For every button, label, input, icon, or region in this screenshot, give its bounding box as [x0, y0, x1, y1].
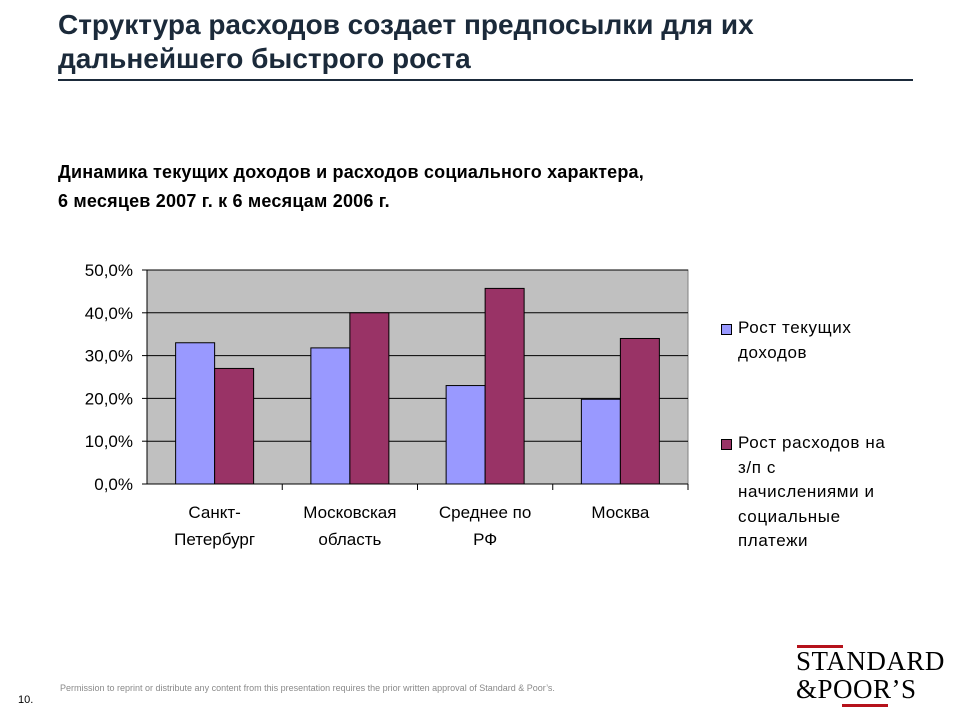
- bar-chart: 0,0% 10,0% 20,0% 30,0% 40,0% 50,0% Санкт- Петер…: [85, 261, 689, 549]
- page-number: 10.: [18, 694, 34, 706]
- bar-series-2-cat-2: [349, 312, 390, 485]
- x-tick-label: Московская область: [303, 503, 396, 549]
- x-tick-label-line: Петербург: [174, 530, 255, 549]
- x-tick-label-line: Санкт-: [188, 503, 240, 522]
- chart-title-line-2: 6 месяцев 2007 г. к 6 месяцам 2006 г.: [58, 191, 390, 211]
- logo-text-line-1: STANDARD: [796, 646, 945, 676]
- y-tick-label: 20,0%: [85, 389, 133, 408]
- legend-label-line: начислениями и: [738, 482, 875, 501]
- logo-rule-bottom: [842, 704, 888, 707]
- slide-title-line-2: дальнейшего быстрого роста: [58, 43, 471, 74]
- bar-series-2-cat-1: [214, 367, 255, 485]
- x-tick-label: Москва: [591, 503, 650, 522]
- bar-series-2-cat-4: [619, 337, 660, 485]
- legend-label-2: Рост расходов на з/п с начислениями и социа…: [738, 431, 885, 554]
- y-tick-label: 10,0%: [85, 432, 133, 451]
- legend-swatch-1: [721, 324, 732, 335]
- x-tick-label: Среднее по РФ: [439, 503, 531, 549]
- x-tick-label-line: РФ: [473, 530, 497, 549]
- title-divider: [58, 79, 913, 81]
- x-tick-label: Санкт- Петербург: [174, 503, 255, 549]
- chart-title: Динамика текущих доходов и расходов соци…: [58, 158, 758, 216]
- slide-title: Структура расходов создает предпосылки д…: [58, 8, 918, 76]
- y-tick-label: 0,0%: [94, 475, 133, 494]
- chart-title-line-1: Динамика текущих доходов и расходов соци…: [58, 162, 644, 182]
- footer-permission-note: Permission to reprint or distribute any …: [60, 683, 555, 693]
- legend-label-line: социальные: [738, 506, 841, 526]
- x-tick-label-line: Среднее по: [439, 503, 531, 522]
- bar-series-2-cat-3: [484, 287, 525, 485]
- legend-label-line: Рост расходов на: [738, 433, 886, 452]
- logo-rule-top: [797, 645, 843, 648]
- legend-label-line: доходов: [738, 342, 808, 362]
- bar-series-1-cat-4: [580, 398, 621, 485]
- bar-series-1-cat-3: [445, 385, 486, 485]
- logo-text-line-2: &POOR’S: [796, 674, 917, 704]
- y-tick-label: 30,0%: [85, 347, 133, 366]
- legend-label-1: Рост текущих доходов: [738, 316, 851, 365]
- x-tick-label-line: область: [318, 530, 381, 549]
- legend-label-line: платежи: [738, 531, 809, 550]
- bar-series-1-cat-2: [310, 347, 351, 485]
- x-tick-label-line: Московская: [303, 503, 396, 522]
- legend-swatch-2: [721, 439, 732, 450]
- slide-title-line-1: Структура расходов создает предпосылки д…: [58, 9, 754, 40]
- y-tick-label: 40,0%: [85, 304, 133, 323]
- bar-series-1-cat-1: [175, 342, 216, 485]
- y-tick-label: 50,0%: [85, 261, 133, 280]
- x-tick-label-line: Москва: [591, 503, 650, 522]
- legend-label-line: з/п с: [738, 457, 776, 477]
- legend-label-line: Рост текущих: [738, 318, 852, 337]
